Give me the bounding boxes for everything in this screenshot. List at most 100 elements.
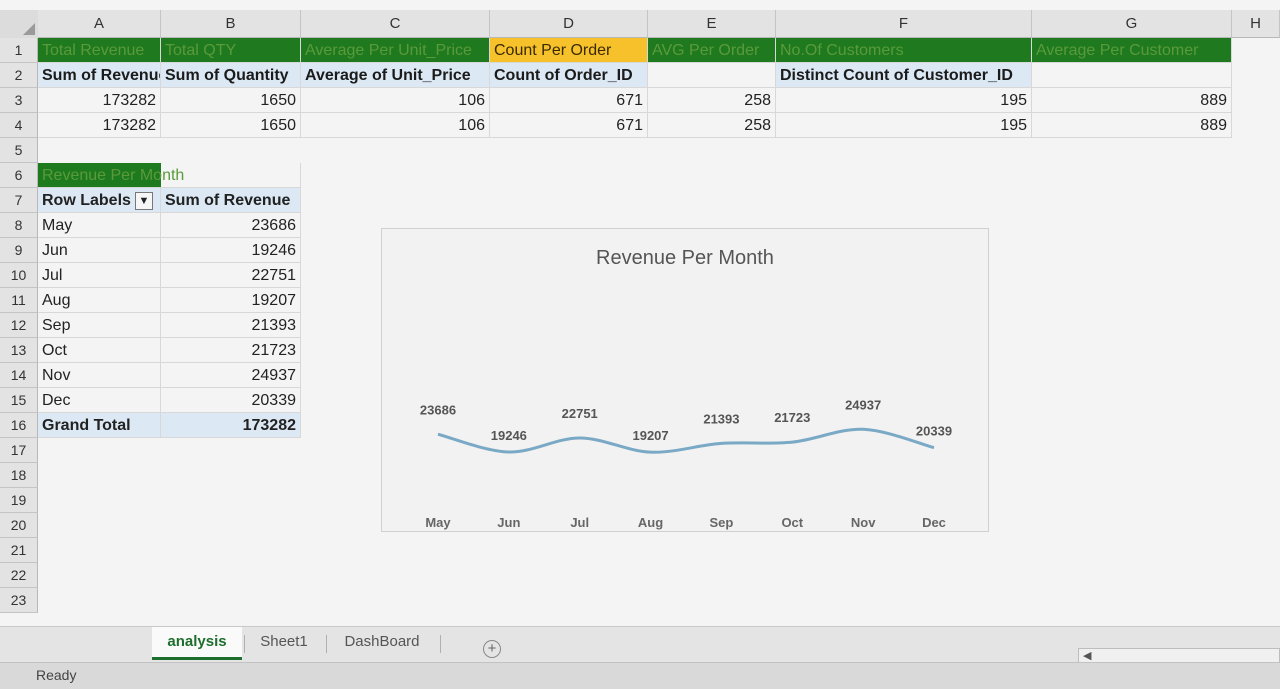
add-sheet-icon[interactable]: + xyxy=(483,640,501,658)
row-header[interactable]: 3 xyxy=(0,88,38,113)
tab-separator xyxy=(440,635,441,653)
row-header[interactable]: 17 xyxy=(0,438,38,463)
cell-g1[interactable]: Average Per Customer xyxy=(1032,38,1232,63)
row-header[interactable]: 18 xyxy=(0,463,38,488)
cell-b1[interactable]: Total QTY xyxy=(161,38,301,63)
row-header[interactable]: 8 xyxy=(0,213,38,238)
column-header-h[interactable]: H xyxy=(1232,10,1280,38)
cell-a2[interactable]: Sum of Revenue xyxy=(38,63,161,88)
data-label: 20339 xyxy=(916,424,952,439)
cell-g2[interactable] xyxy=(1032,63,1232,88)
cell-a1[interactable]: Total Revenue xyxy=(38,38,161,63)
cell-a3[interactable]: 173282 xyxy=(38,88,161,113)
row-header[interactable]: 22 xyxy=(0,563,38,588)
pivot-month-label[interactable]: May xyxy=(38,213,161,238)
cell-f1[interactable]: No.Of Customers xyxy=(776,38,1032,63)
cell-e2[interactable] xyxy=(648,63,776,88)
pivot-month-value[interactable]: 20339 xyxy=(161,388,301,413)
cell-g4[interactable]: 889 xyxy=(1032,113,1232,138)
data-label: 23686 xyxy=(420,402,456,417)
row-header[interactable]: 12 xyxy=(0,313,38,338)
cell-e1[interactable]: AVG Per Order xyxy=(648,38,776,63)
row-header[interactable]: 10 xyxy=(0,263,38,288)
row-header[interactable]: 21 xyxy=(0,538,38,563)
worksheet-grid[interactable]: A B C D E F G H 1 2 3 4 5 6 7 8 9 10 11 … xyxy=(0,0,1280,626)
column-header-e[interactable]: E xyxy=(648,10,776,38)
pivot-month-value[interactable]: 21723 xyxy=(161,338,301,363)
pivot-month-label[interactable]: Jun xyxy=(38,238,161,263)
column-header-a[interactable]: A xyxy=(38,10,161,38)
row-header[interactable]: 6 xyxy=(0,163,38,188)
filter-dropdown-icon[interactable]: ▼ xyxy=(134,191,153,210)
pivot-grand-total-label[interactable]: Grand Total xyxy=(38,413,161,438)
tab-separator xyxy=(244,635,245,653)
cell-c4[interactable]: 106 xyxy=(301,113,490,138)
cell-d1[interactable]: Count Per Order xyxy=(490,38,648,63)
row-header[interactable]: 1 xyxy=(0,38,38,63)
row-header[interactable]: 13 xyxy=(0,338,38,363)
cell-g3[interactable]: 889 xyxy=(1032,88,1232,113)
row-header[interactable]: 15 xyxy=(0,388,38,413)
row-header[interactable]: 9 xyxy=(0,238,38,263)
row-header[interactable]: 19 xyxy=(0,488,38,513)
scroll-left-icon[interactable]: ◀ xyxy=(1083,650,1092,662)
cell-c3[interactable]: 106 xyxy=(301,88,490,113)
pivot-month-label[interactable]: Oct xyxy=(38,338,161,363)
tab-analysis[interactable]: analysis xyxy=(152,627,242,660)
tab-dashboard[interactable]: DashBoard xyxy=(344,633,420,650)
cell-a4[interactable]: 173282 xyxy=(38,113,161,138)
cell-b4[interactable]: 1650 xyxy=(161,113,301,138)
pivot-row-labels-header[interactable]: Row Labels ▼ xyxy=(38,188,161,213)
cell-b3[interactable]: 1650 xyxy=(161,88,301,113)
x-tick-label: Sep xyxy=(710,515,734,530)
pivot-sum-header[interactable]: Sum of Revenue xyxy=(161,188,301,213)
pivot-grand-total-value[interactable]: 173282 xyxy=(161,413,301,438)
data-label: 19207 xyxy=(632,428,668,443)
cell-c1[interactable]: Average Per Unit_Price xyxy=(301,38,490,63)
x-tick-label: Oct xyxy=(781,515,803,530)
row-header[interactable]: 20 xyxy=(0,513,38,538)
pivot-month-value[interactable]: 19207 xyxy=(161,288,301,313)
cell-f2[interactable]: Distinct Count of Customer_ID xyxy=(776,63,1032,88)
pivot-month-label[interactable]: Dec xyxy=(38,388,161,413)
row-header[interactable]: 23 xyxy=(0,588,38,613)
cell-e4[interactable]: 258 xyxy=(648,113,776,138)
row-header[interactable]: 14 xyxy=(0,363,38,388)
cell-d3[interactable]: 671 xyxy=(490,88,648,113)
series-line[interactable] xyxy=(437,427,935,454)
pivot-month-label[interactable]: Nov xyxy=(38,363,161,388)
cell-f3[interactable]: 195 xyxy=(776,88,1032,113)
pivot-month-label[interactable]: Aug xyxy=(38,288,161,313)
row-header[interactable]: 11 xyxy=(0,288,38,313)
tab-separator xyxy=(326,635,327,653)
tab-sheet1[interactable]: Sheet1 xyxy=(260,633,308,650)
pivot-month-value[interactable]: 23686 xyxy=(161,213,301,238)
pivot-month-value[interactable]: 22751 xyxy=(161,263,301,288)
column-header-g[interactable]: G xyxy=(1032,10,1232,38)
column-header-b[interactable]: B xyxy=(161,10,301,38)
cell-d4[interactable]: 671 xyxy=(490,113,648,138)
row-header[interactable]: 5 xyxy=(0,138,38,163)
select-all-corner[interactable] xyxy=(0,10,39,39)
cell-d2[interactable]: Count of Order_ID xyxy=(490,63,648,88)
pivot-month-value[interactable]: 19246 xyxy=(161,238,301,263)
cell-c2[interactable]: Average of Unit_Price xyxy=(301,63,490,88)
cell-f4[interactable]: 195 xyxy=(776,113,1032,138)
x-tick-label: May xyxy=(425,515,451,530)
pivot-month-value[interactable]: 24937 xyxy=(161,363,301,388)
pivot-month-label[interactable]: Sep xyxy=(38,313,161,338)
row-header[interactable]: 7 xyxy=(0,188,38,213)
pivot-month-label[interactable]: Jul xyxy=(38,263,161,288)
column-header-c[interactable]: C xyxy=(301,10,490,38)
column-header-d[interactable]: D xyxy=(490,10,648,38)
pivot-month-value[interactable]: 21393 xyxy=(161,313,301,338)
cell-b2[interactable]: Sum of Quantity xyxy=(161,63,301,88)
column-header-f[interactable]: F xyxy=(776,10,1032,38)
data-label: 21393 xyxy=(703,411,739,426)
revenue-line-chart[interactable]: Revenue Per Month 23686 19246 22751 19207 21… xyxy=(381,228,989,532)
row-header[interactable]: 16 xyxy=(0,413,38,438)
row-header[interactable]: 2 xyxy=(0,63,38,88)
pivot-title-cell[interactable]: Revenue Per Month xyxy=(38,163,301,188)
cell-e3[interactable]: 258 xyxy=(648,88,776,113)
row-header[interactable]: 4 xyxy=(0,113,38,138)
